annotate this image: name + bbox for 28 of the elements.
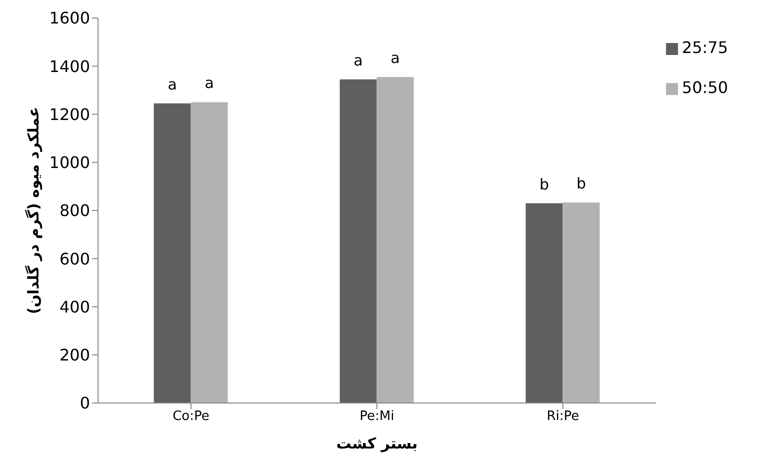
y-tick-label: 1400 [49, 56, 90, 76]
y-tick-label: 600 [59, 249, 90, 268]
bar [526, 203, 563, 403]
bar [190, 102, 228, 403]
y-tick-label: 800 [59, 201, 90, 220]
y-axis-title: عملکرد میوه (گرم در گلدان) [24, 106, 42, 314]
y-tick-label: 1600 [49, 8, 90, 28]
y-tick-label: 1200 [49, 104, 90, 124]
data-label: b [576, 174, 586, 193]
data-label: b [539, 175, 549, 194]
x-tick-label: Ri:Pe [546, 409, 580, 424]
y-tick-label: 200 [59, 346, 90, 365]
y-tick-label: 400 [59, 297, 90, 316]
data-label: a [390, 48, 400, 67]
x-axis-title: بستر کشت [336, 434, 418, 453]
bar [154, 103, 191, 403]
data-label: a [354, 51, 363, 70]
x-tick-label: Co:Pe [172, 409, 210, 424]
y-tick-label: 0 [80, 394, 90, 413]
bar [376, 76, 414, 403]
legend-label: 50:50 [682, 78, 728, 97]
data-label: a [168, 75, 177, 94]
x-tick-label: Pe:Mi [360, 409, 394, 424]
bar [340, 79, 377, 403]
y-tick-label: 1000 [49, 153, 90, 172]
data-label: a [204, 74, 214, 92]
legend-label: 25:75 [682, 38, 728, 57]
bar [562, 202, 600, 403]
